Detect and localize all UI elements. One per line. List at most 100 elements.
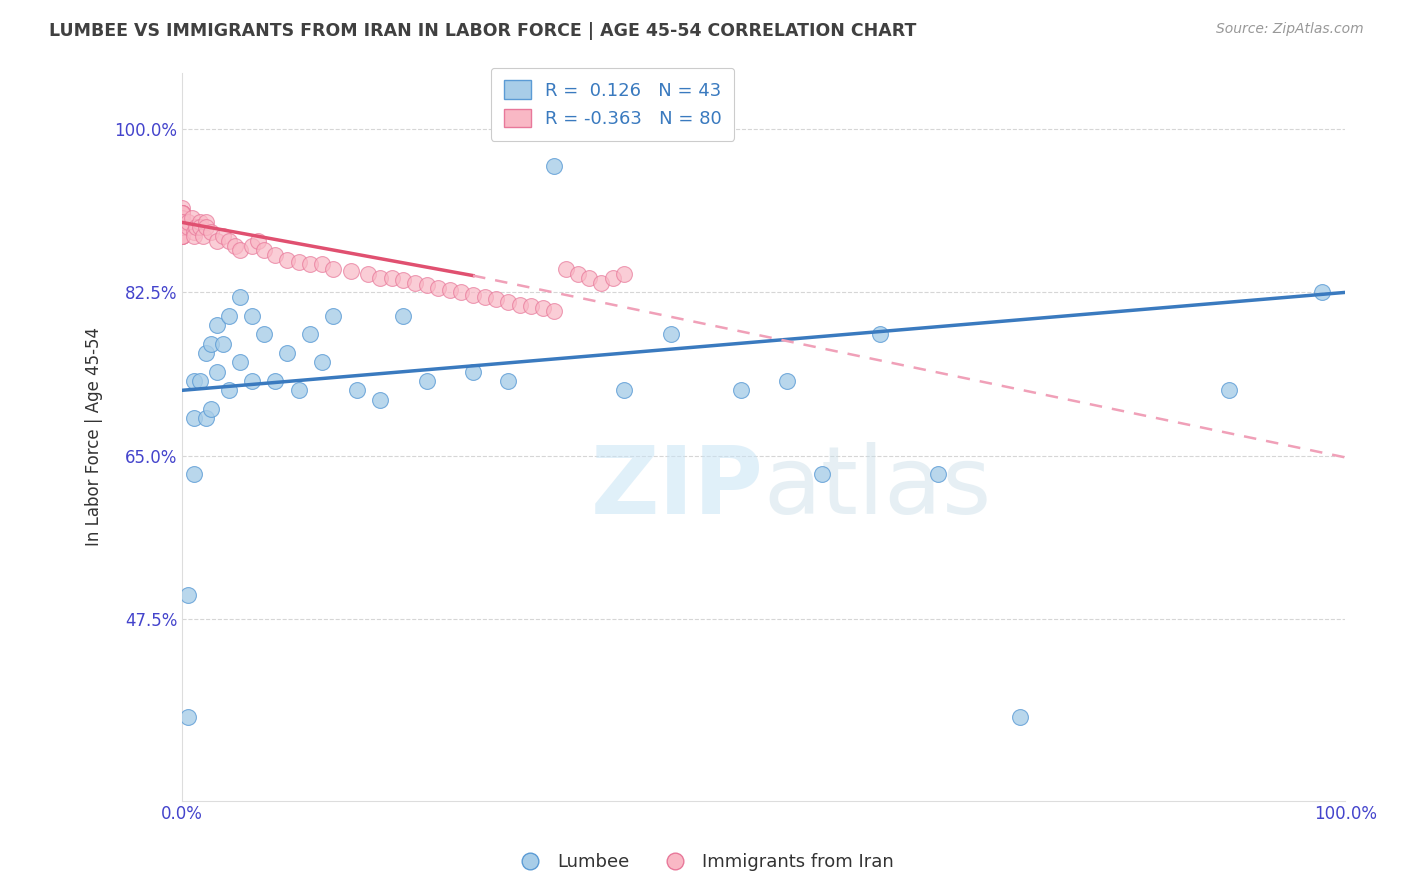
Point bbox=[461, 288, 484, 302]
Point bbox=[188, 374, 211, 388]
Point bbox=[578, 271, 600, 285]
Point bbox=[218, 234, 240, 248]
Point bbox=[229, 355, 252, 369]
Point bbox=[322, 309, 344, 323]
Point bbox=[200, 401, 222, 416]
Point bbox=[172, 225, 194, 239]
Point bbox=[177, 589, 200, 603]
Point bbox=[172, 229, 194, 244]
Text: Source: ZipAtlas.com: Source: ZipAtlas.com bbox=[1216, 22, 1364, 37]
Point bbox=[194, 411, 217, 425]
Point bbox=[340, 264, 363, 278]
Point bbox=[531, 301, 554, 316]
Point bbox=[240, 239, 263, 253]
Point bbox=[543, 304, 565, 318]
Point bbox=[246, 234, 269, 248]
Point bbox=[311, 257, 333, 271]
Point bbox=[188, 220, 211, 235]
Point bbox=[177, 215, 200, 229]
Point bbox=[172, 215, 194, 229]
Point bbox=[212, 336, 235, 351]
Point bbox=[415, 374, 437, 388]
Point bbox=[869, 327, 891, 342]
Point bbox=[218, 384, 240, 398]
Point bbox=[276, 346, 298, 360]
Point bbox=[172, 220, 194, 235]
Legend: R =  0.126   N = 43, R = -0.363   N = 80: R = 0.126 N = 43, R = -0.363 N = 80 bbox=[491, 68, 734, 141]
Point bbox=[253, 244, 276, 258]
Point bbox=[229, 290, 252, 304]
Point bbox=[392, 309, 415, 323]
Point bbox=[172, 215, 194, 229]
Point bbox=[188, 215, 211, 229]
Point bbox=[264, 374, 287, 388]
Point bbox=[555, 262, 578, 277]
Point bbox=[253, 327, 276, 342]
Point bbox=[224, 239, 246, 253]
Point bbox=[183, 467, 205, 482]
Point bbox=[183, 229, 205, 244]
Point bbox=[200, 225, 222, 239]
Point bbox=[180, 211, 202, 225]
Point bbox=[172, 206, 194, 220]
Point bbox=[1310, 285, 1333, 300]
Point bbox=[172, 215, 194, 229]
Point bbox=[567, 267, 589, 281]
Point bbox=[172, 206, 194, 220]
Point bbox=[322, 262, 344, 277]
Point bbox=[172, 215, 194, 229]
Point bbox=[172, 211, 194, 225]
Point bbox=[212, 229, 235, 244]
Text: atlas: atlas bbox=[763, 442, 993, 533]
Point bbox=[194, 346, 217, 360]
Point bbox=[589, 276, 612, 290]
Point bbox=[346, 384, 368, 398]
Point bbox=[613, 384, 636, 398]
Point bbox=[1218, 384, 1240, 398]
Point bbox=[485, 292, 508, 306]
Legend: Lumbee, Immigrants from Iran: Lumbee, Immigrants from Iran bbox=[505, 847, 901, 879]
Point bbox=[276, 252, 298, 267]
Point bbox=[368, 271, 391, 285]
Point bbox=[659, 327, 682, 342]
Point bbox=[205, 234, 228, 248]
Point bbox=[172, 229, 194, 244]
Point bbox=[172, 211, 194, 225]
Text: LUMBEE VS IMMIGRANTS FROM IRAN IN LABOR FORCE | AGE 45-54 CORRELATION CHART: LUMBEE VS IMMIGRANTS FROM IRAN IN LABOR … bbox=[49, 22, 917, 40]
Point bbox=[730, 384, 752, 398]
Point bbox=[205, 365, 228, 379]
Point bbox=[240, 374, 263, 388]
Point bbox=[299, 257, 322, 271]
Point bbox=[205, 318, 228, 332]
Point bbox=[357, 267, 380, 281]
Point bbox=[172, 220, 194, 235]
Point bbox=[172, 229, 194, 244]
Point bbox=[229, 244, 252, 258]
Point bbox=[496, 294, 519, 309]
Point bbox=[183, 225, 205, 239]
Point bbox=[172, 206, 194, 220]
Point bbox=[543, 160, 565, 174]
Point bbox=[183, 374, 205, 388]
Point bbox=[172, 220, 194, 235]
Point bbox=[404, 276, 426, 290]
Point bbox=[172, 229, 194, 244]
Text: ZIP: ZIP bbox=[591, 442, 763, 533]
Y-axis label: In Labor Force | Age 45-54: In Labor Force | Age 45-54 bbox=[86, 327, 103, 547]
Point bbox=[1008, 709, 1031, 723]
Point bbox=[193, 229, 215, 244]
Point bbox=[200, 336, 222, 351]
Point bbox=[172, 211, 194, 225]
Point bbox=[776, 374, 799, 388]
Point bbox=[172, 215, 194, 229]
Point bbox=[240, 309, 263, 323]
Point bbox=[177, 709, 200, 723]
Point bbox=[183, 411, 205, 425]
Point bbox=[264, 248, 287, 262]
Point bbox=[368, 392, 391, 407]
Point bbox=[927, 467, 949, 482]
Point bbox=[172, 215, 194, 229]
Point bbox=[172, 220, 194, 235]
Point bbox=[177, 220, 200, 235]
Point bbox=[811, 467, 834, 482]
